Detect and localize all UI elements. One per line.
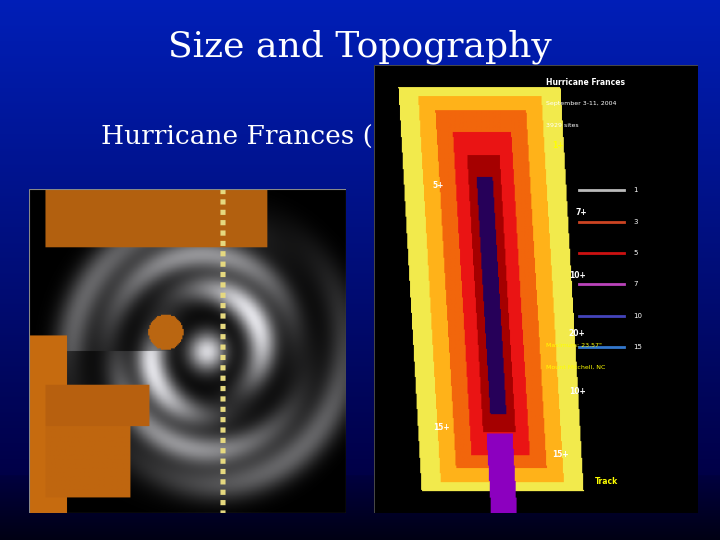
Text: 1: 1 (634, 187, 638, 193)
Text: Hurricane Frances: Hurricane Frances (546, 78, 625, 87)
Text: 3929 sites: 3929 sites (546, 123, 579, 128)
Text: Hurricane Frances (2004): Hurricane Frances (2004) (101, 124, 450, 149)
Text: 10+: 10+ (569, 271, 585, 280)
Text: Size and Topography: Size and Topography (168, 30, 552, 64)
Text: September 3-11, 2004: September 3-11, 2004 (546, 100, 616, 106)
Text: 10+: 10+ (569, 388, 585, 396)
Text: Maximum: 23.57": Maximum: 23.57" (546, 343, 602, 348)
Text: Track: Track (595, 477, 618, 486)
Text: 10: 10 (634, 313, 643, 319)
Text: 7: 7 (634, 281, 638, 287)
Text: 20+: 20+ (569, 329, 585, 338)
Text: 15: 15 (634, 344, 642, 350)
Text: Mount Mitchell, NC: Mount Mitchell, NC (546, 365, 606, 370)
Text: 15+: 15+ (433, 423, 449, 433)
Text: 1+: 1+ (553, 141, 564, 150)
Text: 15+: 15+ (553, 450, 570, 459)
Text: 5+: 5+ (433, 181, 444, 190)
Text: 7+: 7+ (575, 208, 587, 217)
Text: 3: 3 (634, 219, 638, 225)
Text: 5: 5 (634, 250, 638, 256)
